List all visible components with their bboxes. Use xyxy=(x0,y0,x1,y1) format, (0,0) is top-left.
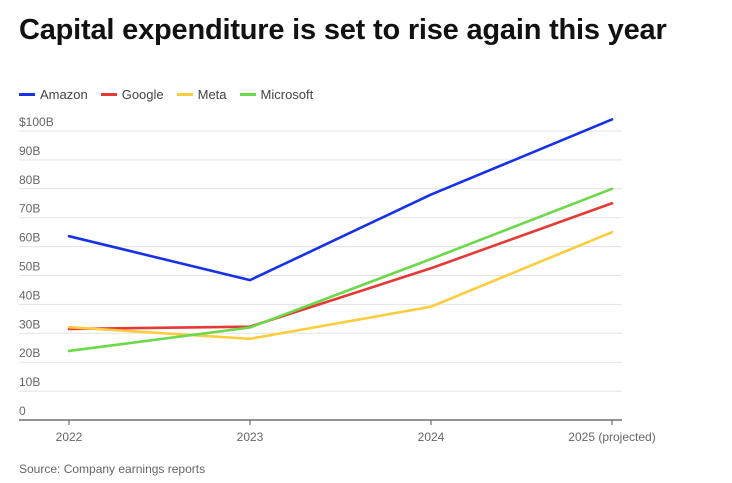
legend-item-microsoft: Microsoft xyxy=(239,87,314,102)
legend-swatch-google xyxy=(100,93,117,96)
series-line-amazon xyxy=(67,118,614,282)
y-tick-label: 90B xyxy=(19,144,40,158)
y-tick-label: 70B xyxy=(19,202,40,216)
series-line-microsoft xyxy=(67,187,614,353)
x-tick-label: 2025 (projected) xyxy=(568,430,655,444)
legend-label-amazon: Amazon xyxy=(40,87,88,102)
legend-label-meta: Meta xyxy=(197,87,227,102)
legend-item-meta: Meta xyxy=(176,87,227,102)
legend-swatch-amazon xyxy=(19,93,35,96)
legend-swatch-meta xyxy=(176,93,193,96)
legend-label-microsoft: Microsoft xyxy=(260,87,314,102)
x-tick-label: 2022 xyxy=(56,430,83,444)
y-tick-label: 40B xyxy=(19,288,40,302)
x-tick-label: 2023 xyxy=(237,430,264,444)
y-tick-label: $100B xyxy=(19,115,54,129)
legend-item-google: Google xyxy=(100,87,164,102)
series-line-google xyxy=(67,201,614,331)
y-tick-label: 60B xyxy=(19,231,40,245)
y-tick-label: 20B xyxy=(19,346,40,360)
legend-label-google: Google xyxy=(121,87,164,102)
legend: Amazon Google Meta Microsoft xyxy=(19,87,313,102)
legend-swatch-microsoft xyxy=(239,93,256,96)
y-tick-label: 0 xyxy=(19,404,26,418)
legend-item-amazon: Amazon xyxy=(19,87,88,102)
y-tick-label: 10B xyxy=(19,375,40,389)
series-line-meta xyxy=(67,230,614,341)
x-tick-label: 2024 xyxy=(418,430,445,444)
chart-title: Capital expenditure is set to rise again… xyxy=(19,14,667,46)
y-tick-label: 30B xyxy=(19,317,40,331)
y-tick-label: 80B xyxy=(19,173,40,187)
source-note: Source: Company earnings reports xyxy=(19,462,206,476)
y-tick-label: 50B xyxy=(19,260,40,274)
